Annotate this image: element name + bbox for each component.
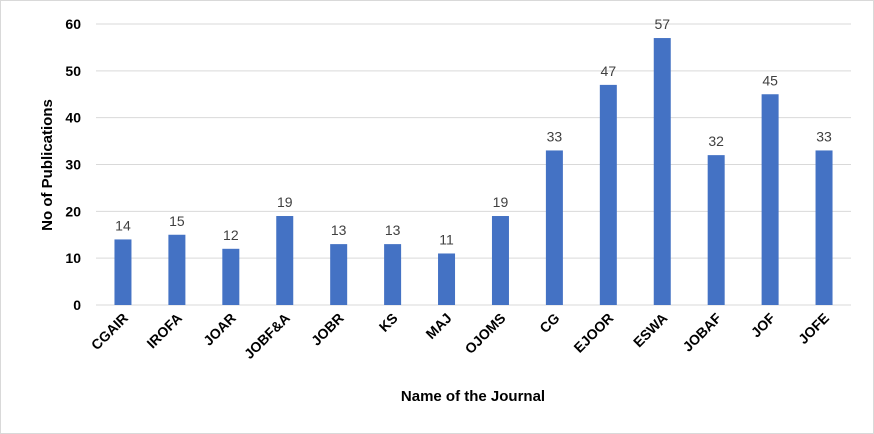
y-tick-label: 50 (65, 63, 81, 79)
x-tick-label: OJOMS (462, 310, 509, 357)
bar-joar (222, 248, 240, 305)
data-label: 13 (331, 222, 347, 238)
data-label: 19 (493, 194, 509, 210)
data-label: 47 (601, 63, 617, 79)
x-tick-label: JOBR (308, 310, 347, 349)
data-label: 33 (547, 128, 563, 144)
x-tick-label: KS (376, 310, 401, 335)
y-tick-label: 0 (73, 297, 81, 313)
data-label: 14 (115, 217, 131, 233)
x-tick-label: JOAR (200, 310, 239, 349)
data-label: 12 (223, 227, 239, 243)
bar-jobaf (707, 155, 725, 305)
bar-ojoms (491, 216, 509, 305)
data-label: 57 (654, 16, 670, 32)
x-tick-label: JOBAF (679, 309, 724, 354)
bar-jof (761, 94, 779, 305)
bar-cgair (114, 239, 132, 305)
y-tick-label: 40 (65, 110, 81, 126)
y-tick-label: 20 (65, 203, 81, 219)
gridlines (96, 23, 851, 306)
data-label: 45 (762, 72, 778, 88)
bar-ks (384, 244, 402, 305)
bars (114, 38, 833, 306)
bar-eswa (653, 38, 671, 306)
bar-irofa (168, 234, 186, 305)
data-label: 11 (439, 231, 454, 247)
bar-jobfa (276, 216, 294, 305)
x-tick-label: JOBF&A (241, 310, 293, 362)
data-label: 13 (385, 222, 401, 238)
data-label: 33 (816, 128, 832, 144)
y-axis-title: No of Publications (39, 99, 56, 231)
x-tick-label: CGAIR (88, 310, 131, 353)
data-label: 15 (169, 213, 185, 229)
x-axis-title: Name of the Journal (401, 388, 545, 405)
bar-jobr (330, 244, 348, 305)
x-tick-label: EJOOR (570, 310, 616, 356)
bar-maj (438, 253, 456, 305)
x-tick-label: ESWA (630, 310, 670, 350)
bar-ejoor (599, 84, 617, 305)
x-tick-label: MAJ (422, 310, 454, 342)
x-tick-label: CG (536, 310, 562, 336)
y-tick-label: 10 (65, 250, 81, 266)
y-axis-ticks: 0 10 20 30 40 50 60 (65, 16, 81, 313)
y-tick-label: 60 (65, 16, 81, 32)
data-label: 32 (708, 133, 724, 149)
data-label: 19 (277, 194, 293, 210)
bar-cg (545, 150, 563, 305)
x-tick-label: IROFA (143, 310, 185, 352)
y-tick-label: 30 (65, 157, 81, 173)
x-tick-label: JOFE (795, 310, 832, 347)
x-axis-ticks: CGAIR IROFA JOAR JOBF&A JOBR KS MAJ OJOMS CG EJOO… (88, 309, 832, 361)
x-tick-label: JOF (748, 309, 779, 340)
data-labels: 14 15 12 19 13 13 11 19 33 47 57 32 45 33 (115, 16, 832, 247)
bar-jofe (815, 150, 833, 305)
